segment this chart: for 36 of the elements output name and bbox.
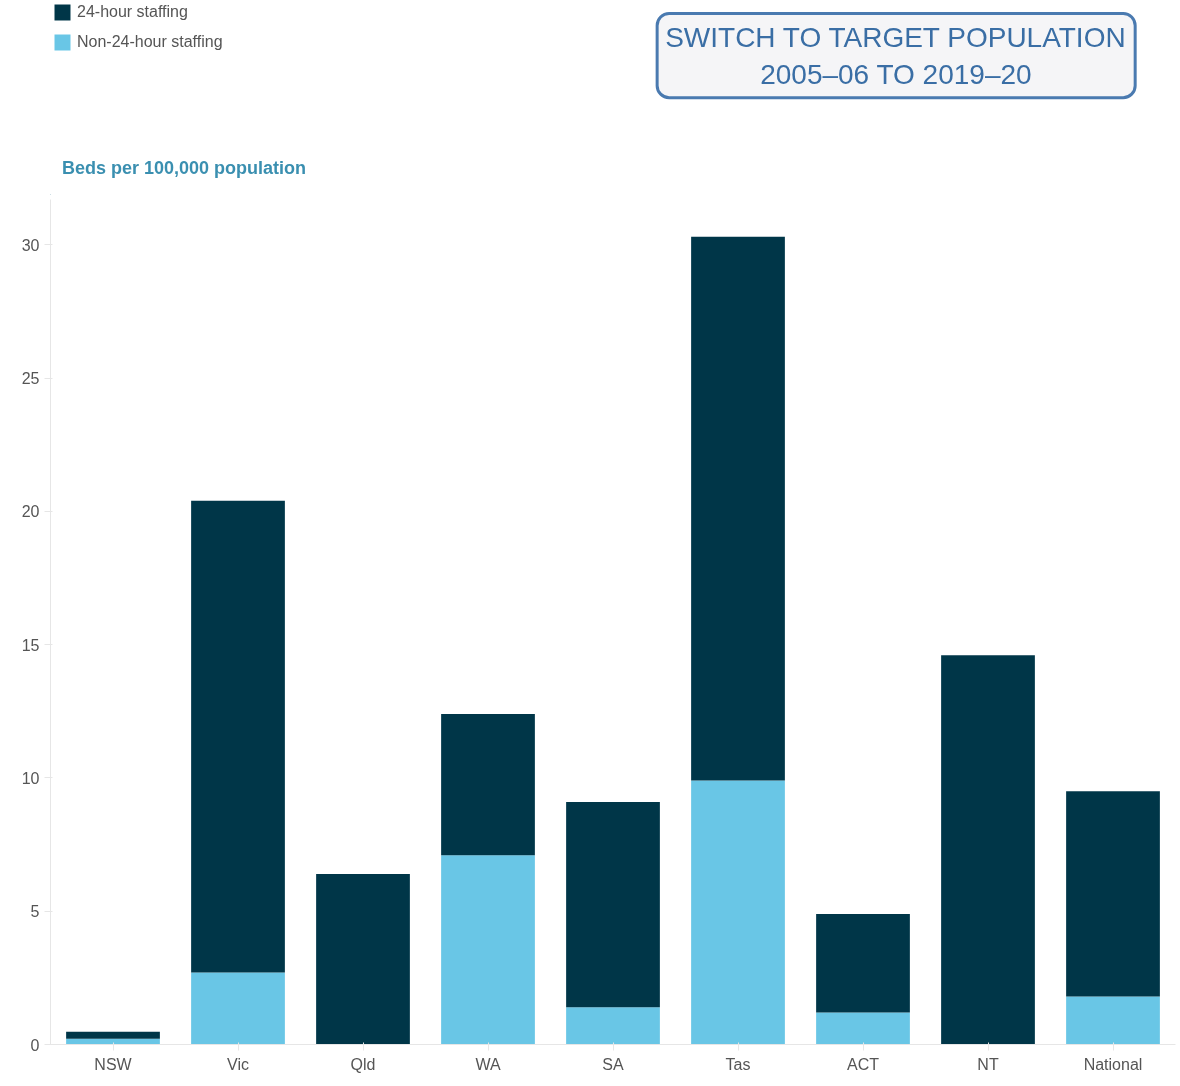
bar xyxy=(1066,996,1160,1045)
bar xyxy=(816,913,910,1013)
legend-label: Non-24-hour staffing xyxy=(77,33,223,51)
bar xyxy=(66,1031,160,1039)
x-tick-label: National xyxy=(1083,1055,1143,1073)
text: SWITCH TO TARGET POPULATION xyxy=(665,21,1126,53)
bar xyxy=(441,855,535,1045)
x-tick-label: NT xyxy=(977,1055,999,1073)
legend-label: 24-hour staffing xyxy=(77,3,188,21)
x-tick-label: WA xyxy=(475,1055,501,1073)
bar xyxy=(316,873,410,1045)
x-tick-label: Tas xyxy=(725,1055,751,1073)
x-tick-label: ACT xyxy=(847,1055,880,1073)
bar xyxy=(441,713,535,856)
x-tick-label: SA xyxy=(602,1055,624,1073)
y-tick-label: 20 xyxy=(21,503,40,521)
bar xyxy=(566,1007,660,1045)
y-tick-label: 0 xyxy=(30,1036,40,1054)
y-tick-label: 30 xyxy=(21,236,40,254)
x-tick-label: Vic xyxy=(227,1055,249,1073)
bar xyxy=(191,500,285,973)
bar xyxy=(191,972,285,1045)
y-tick-label: 10 xyxy=(21,769,40,787)
text: 2005–06 TO 2019–20 xyxy=(760,58,1032,90)
y-tick-label: 15 xyxy=(21,636,40,654)
bar xyxy=(816,1012,910,1045)
x-tick-label: Qld xyxy=(350,1055,376,1073)
bar xyxy=(1066,791,1160,997)
y-tick-label: 25 xyxy=(21,370,40,388)
bar xyxy=(691,236,785,781)
x-tick-label: NSW xyxy=(94,1055,133,1073)
bar xyxy=(941,655,1035,1045)
bar xyxy=(566,801,660,1008)
y-tick-label: 5 xyxy=(30,903,40,921)
y-axis-title: Beds per 100,000 population xyxy=(61,157,307,178)
bar xyxy=(691,780,785,1045)
